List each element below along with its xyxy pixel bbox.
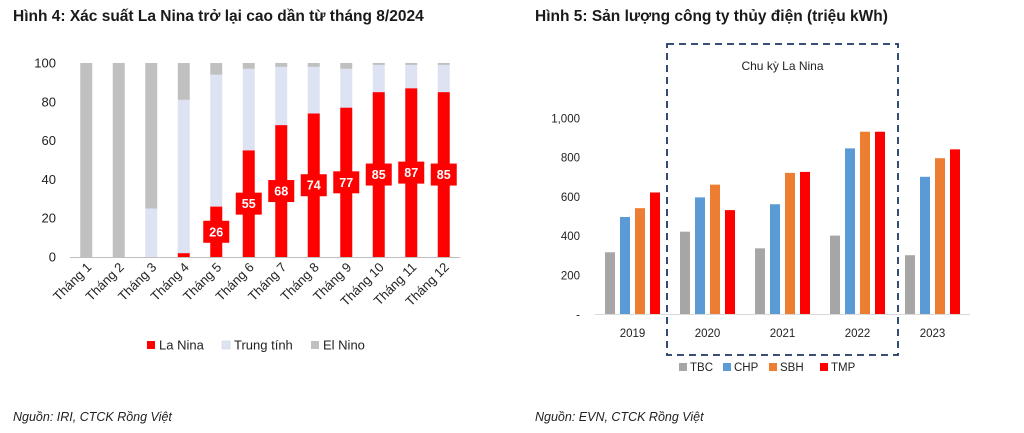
y-tick-label: 20 — [42, 211, 56, 226]
bar-sbh — [785, 172, 795, 314]
bar-tbc — [605, 252, 615, 314]
bar-segment-el-nino — [112, 63, 125, 257]
legend-swatch — [221, 340, 231, 350]
y-tick-label: 40 — [42, 172, 56, 187]
bar-segment-trung-tính — [242, 68, 255, 151]
x-tick-label: 2023 — [920, 328, 946, 340]
data-label: 85 — [437, 168, 451, 182]
y-tick-label: 60 — [42, 133, 56, 148]
legend-label: TMP — [831, 362, 856, 374]
bar-segment-trung-tính — [340, 68, 353, 108]
bar-segment-el-nino — [372, 63, 385, 65]
data-label-box — [365, 163, 392, 186]
data-label: 55 — [242, 197, 256, 211]
legend-swatch — [679, 363, 687, 371]
data-label-box — [300, 174, 327, 197]
bar-segment-trung-tính — [275, 66, 288, 126]
legend-label: Trung tính — [234, 338, 293, 353]
data-label: 74 — [307, 179, 321, 193]
y-tick-label: 600 — [561, 192, 580, 204]
bar-segment-el-nino — [437, 63, 450, 65]
bar-segment-el-nino — [145, 63, 158, 209]
data-label: 85 — [372, 168, 386, 182]
bar-sbh — [935, 158, 945, 314]
bar-tbc — [755, 248, 765, 314]
bar-sbh — [860, 131, 870, 314]
bar-sbh — [710, 184, 720, 314]
data-label: 77 — [339, 176, 353, 190]
left-chart-title: Hình 4: Xác suất La Nina trở lại cao dần… — [13, 8, 424, 25]
bar-segment-trung-tính — [437, 64, 450, 93]
bar-segment-trung-tính — [210, 74, 223, 207]
bar-segment-trung-tính — [372, 64, 385, 93]
bar-segment-trung-tính — [307, 66, 320, 114]
legend-label: CHP — [734, 362, 759, 374]
bar-tmp — [650, 192, 660, 314]
bar-chp — [770, 204, 780, 314]
bar-segment-el-nino — [405, 63, 418, 65]
bar-chp — [845, 148, 855, 314]
y-tick-label: 200 — [561, 270, 580, 282]
legend-label: El Nino — [323, 338, 365, 353]
bar-chp — [695, 197, 705, 314]
data-label: 68 — [274, 185, 288, 199]
data-label-box — [235, 192, 262, 215]
y-tick-label: 1,000 — [551, 114, 580, 126]
bar-segment-trung-tính — [405, 64, 418, 89]
legend-label: SBH — [780, 362, 804, 374]
data-label-box — [398, 161, 425, 184]
y-tick-label: 400 — [561, 231, 580, 243]
bar-segment-el-nino — [340, 63, 353, 69]
legend-label: TBC — [690, 362, 713, 374]
bar-tbc — [680, 231, 690, 314]
data-label-box — [333, 171, 360, 194]
right-chart-title: Hình 5: Sản lượng công ty thủy điện (tri… — [535, 8, 888, 25]
x-tick-label: 2021 — [770, 328, 796, 340]
data-label: 87 — [404, 166, 418, 180]
y-tick-label: 80 — [42, 94, 56, 109]
bar-tmp — [800, 171, 810, 314]
bar-segment-el-nino — [307, 63, 320, 67]
y-tick-label: 0 — [49, 250, 56, 265]
x-tick-label: 2022 — [845, 328, 871, 340]
legend-swatch — [820, 363, 828, 371]
bar-tmp — [875, 131, 885, 314]
la-nina-cycle-box — [666, 43, 899, 356]
data-label: 26 — [209, 225, 223, 239]
data-label-box — [203, 220, 230, 243]
bar-chp — [620, 216, 630, 314]
bar-segment-el-nino — [177, 63, 190, 100]
bar-segment-trung-tính — [145, 208, 158, 257]
y-tick-label: 100 — [34, 56, 56, 71]
x-tick-label: 2020 — [695, 328, 721, 340]
legend-swatch — [147, 341, 155, 349]
bar-tmp — [950, 149, 960, 314]
bar-chp — [920, 176, 930, 314]
bar-segment-la-nina — [177, 253, 190, 257]
legend-swatch — [723, 363, 731, 371]
data-label-box — [268, 180, 295, 203]
x-tick-label: 2019 — [620, 328, 646, 340]
bar-segment-trung-tính — [177, 99, 190, 254]
right-chart-source: Nguồn: EVN, CTCK Rồng Việt — [535, 410, 704, 424]
legend-swatch — [311, 341, 319, 349]
y-tick-label: - — [576, 310, 580, 322]
left-chart-source: Nguồn: IRI, CTCK Rồng Việt — [13, 410, 172, 424]
bar-segment-el-nino — [275, 63, 288, 67]
la-nina-cycle-label: Chu kỳ La Nina — [741, 59, 823, 73]
bar-segment-el-nino — [210, 63, 223, 75]
bar-segment-el-nino — [242, 63, 255, 69]
legend-label: La Nina — [159, 338, 205, 353]
hydro-output-chart: - 200 400 600 800 1,000 2019 2020 2021 2022 2023 Ch… — [551, 43, 970, 374]
y-tick-label: 800 — [561, 153, 580, 165]
bar-segment-el-nino — [80, 63, 93, 257]
data-label-box — [430, 163, 457, 186]
bar-tmp — [725, 210, 735, 314]
bar-tbc — [905, 255, 915, 314]
bar-sbh — [635, 208, 645, 314]
bar-tbc — [830, 235, 840, 314]
legend-swatch — [769, 363, 777, 371]
